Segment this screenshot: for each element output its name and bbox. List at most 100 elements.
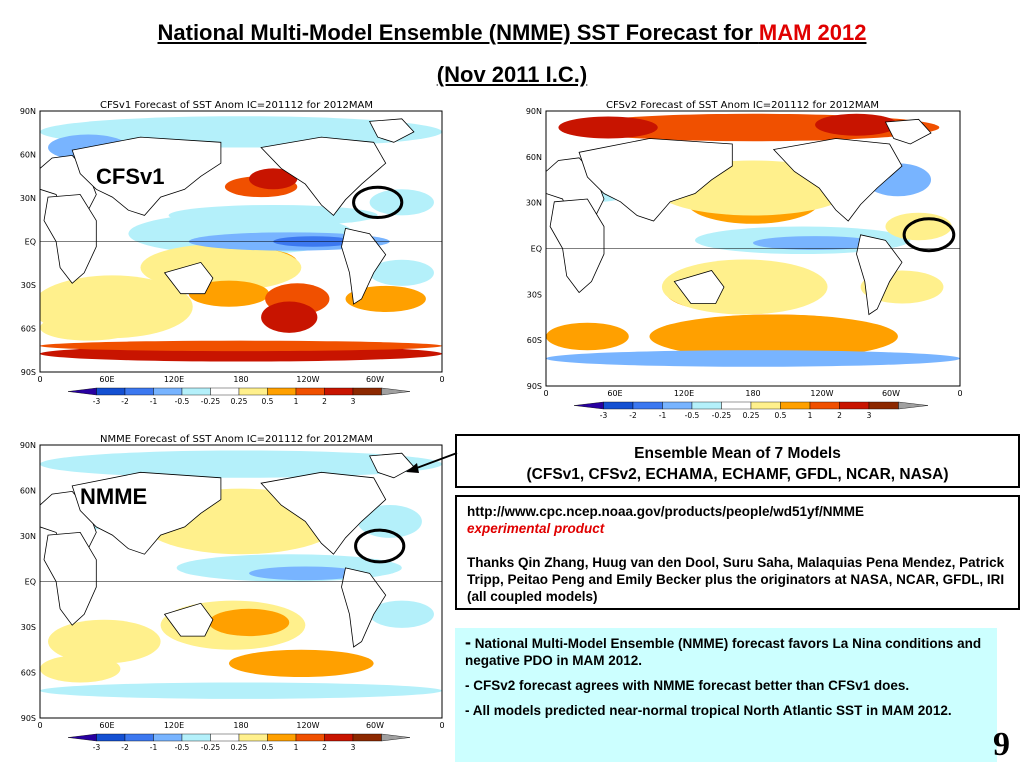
colorbar-swatch [153, 387, 183, 396]
ensemble-box: Ensemble Mean of 7 Models (CFSv1, CFSv2,… [455, 434, 1020, 488]
lat-tick-label: EQ [25, 578, 36, 587]
colorbar-swatch [632, 401, 663, 410]
colorbar-swatch [381, 387, 411, 396]
colorbar-label: 3 [351, 743, 356, 752]
lon-tick-label: 0 [439, 375, 444, 384]
land-outline [673, 270, 725, 304]
colorbar-swatch [573, 401, 604, 410]
highlight-oval [352, 185, 404, 219]
colorbar-swatch [210, 733, 240, 742]
colorbar-swatch [181, 387, 211, 396]
colorbar-swatch [780, 401, 811, 410]
colorbar-label: 1 [294, 743, 299, 752]
season-highlight: MAM 2012 [758, 20, 867, 45]
colorbar-swatch [295, 387, 325, 396]
anomaly-region [546, 350, 960, 367]
colorbar-label: 0.5 [262, 743, 274, 752]
colorbar-swatch [210, 387, 240, 396]
lon-tick-label: 120W [296, 721, 319, 730]
colorbar-swatch [153, 733, 183, 742]
lon-tick-label: 0 [957, 389, 962, 398]
product-url[interactable]: http://www.cpc.ncep.noaa.gov/products/pe… [467, 504, 865, 519]
colorbar-label: 2 [837, 411, 842, 420]
anomaly-region [249, 566, 362, 581]
lat-tick-label: 30S [21, 281, 36, 290]
highlight-oval [354, 528, 406, 564]
lat-tick-label: EQ [531, 245, 542, 254]
map-header: CFSv1 Forecast of SST Anom IC=201112 for… [100, 100, 373, 111]
highlight-oval [902, 217, 956, 253]
page-title: National Multi-Model Ensemble (NMME) SST… [157, 20, 867, 45]
anomaly-region [40, 682, 442, 699]
lat-tick-label: 60S [527, 336, 542, 345]
nmme-sst-map: NMME Forecast of SST Anom IC=201112 for … [20, 434, 445, 752]
anomaly-region [188, 280, 270, 307]
colorbar-swatch [750, 401, 781, 410]
colorbar-label: -3 [600, 411, 608, 420]
anomaly-region [369, 600, 434, 628]
lat-tick-label: 60N [526, 153, 542, 162]
lat-tick-label: 60S [21, 325, 36, 334]
lat-tick-label: 30N [526, 199, 542, 208]
anomaly-region [249, 168, 298, 190]
colorbar-label: 1 [808, 411, 813, 420]
land-outline [341, 227, 387, 305]
colorbar-label: 2 [322, 397, 327, 406]
colorbar-swatch [324, 387, 354, 396]
colorbar-label: -0.5 [175, 743, 190, 752]
lon-tick-label: 60E [99, 375, 114, 384]
anomaly-region [168, 204, 378, 226]
lat-tick-label: 90N [20, 107, 36, 116]
anomaly-region [815, 113, 898, 136]
lon-tick-label: 60E [99, 721, 114, 730]
colorbar-label: -0.25 [712, 411, 732, 420]
cfsv1-label: CFSv1 [96, 164, 165, 189]
colorbar-label: -1 [150, 397, 158, 406]
page-number: 9 [993, 726, 1010, 763]
colorbar-swatch [96, 733, 126, 742]
lat-tick-label: 90N [20, 441, 36, 450]
lat-tick-label: 30N [20, 194, 36, 203]
colorbar-label: 1 [294, 397, 299, 406]
colorbar-label: -1 [659, 411, 667, 420]
lon-tick-label: 120E [674, 389, 694, 398]
anomaly-region [546, 322, 629, 351]
colorbar-label: 3 [351, 397, 356, 406]
lat-tick-label: 60N [20, 151, 36, 160]
nmme-label: NMME [80, 484, 148, 509]
land-outline [260, 471, 387, 555]
product-status: experimental product [467, 521, 605, 536]
colorbar-swatch [238, 733, 268, 742]
colorbar-label: -2 [629, 411, 637, 420]
anomaly-region [40, 340, 442, 352]
colorbar-label: 0.25 [231, 743, 248, 752]
lon-tick-label: 0 [439, 721, 444, 730]
colorbar-label: -0.5 [175, 397, 190, 406]
colorbar-swatch [898, 401, 929, 410]
cfsv1-sst-map: CFSv1 Forecast of SST Anom IC=201112 for… [20, 100, 445, 406]
colorbar-label: 0.5 [262, 397, 274, 406]
colorbar-swatch [603, 401, 634, 410]
lat-tick-label: EQ [25, 238, 36, 247]
summary-bullet: - All models predicted near-normal tropi… [465, 703, 952, 718]
colorbar-swatch [67, 387, 97, 396]
lon-tick-label: 60W [366, 375, 384, 384]
colorbar-label: 0.25 [231, 397, 248, 406]
lat-tick-label: 90N [526, 107, 542, 116]
land-outline [43, 531, 97, 626]
land-outline [884, 118, 932, 145]
lon-tick-label: 120E [164, 721, 184, 730]
colorbar-swatch [295, 733, 325, 742]
colorbar-swatch [124, 387, 154, 396]
land-outline [368, 452, 415, 479]
colorbar-label: -2 [121, 397, 129, 406]
lon-tick-label: 60W [882, 389, 900, 398]
colorbar-swatch [238, 387, 268, 396]
land-outline [549, 198, 605, 294]
lat-tick-label: 90S [21, 714, 36, 723]
credits-box: http://www.cpc.ncep.noaa.gov/products/pe… [455, 495, 1020, 610]
lat-tick-label: 30S [21, 623, 36, 632]
page-subtitle: (Nov 2011 I.C.) [436, 62, 588, 87]
lat-tick-label: 60N [20, 487, 36, 496]
summary-bullet: - CFSv2 forecast agrees with NMME foreca… [465, 678, 910, 693]
